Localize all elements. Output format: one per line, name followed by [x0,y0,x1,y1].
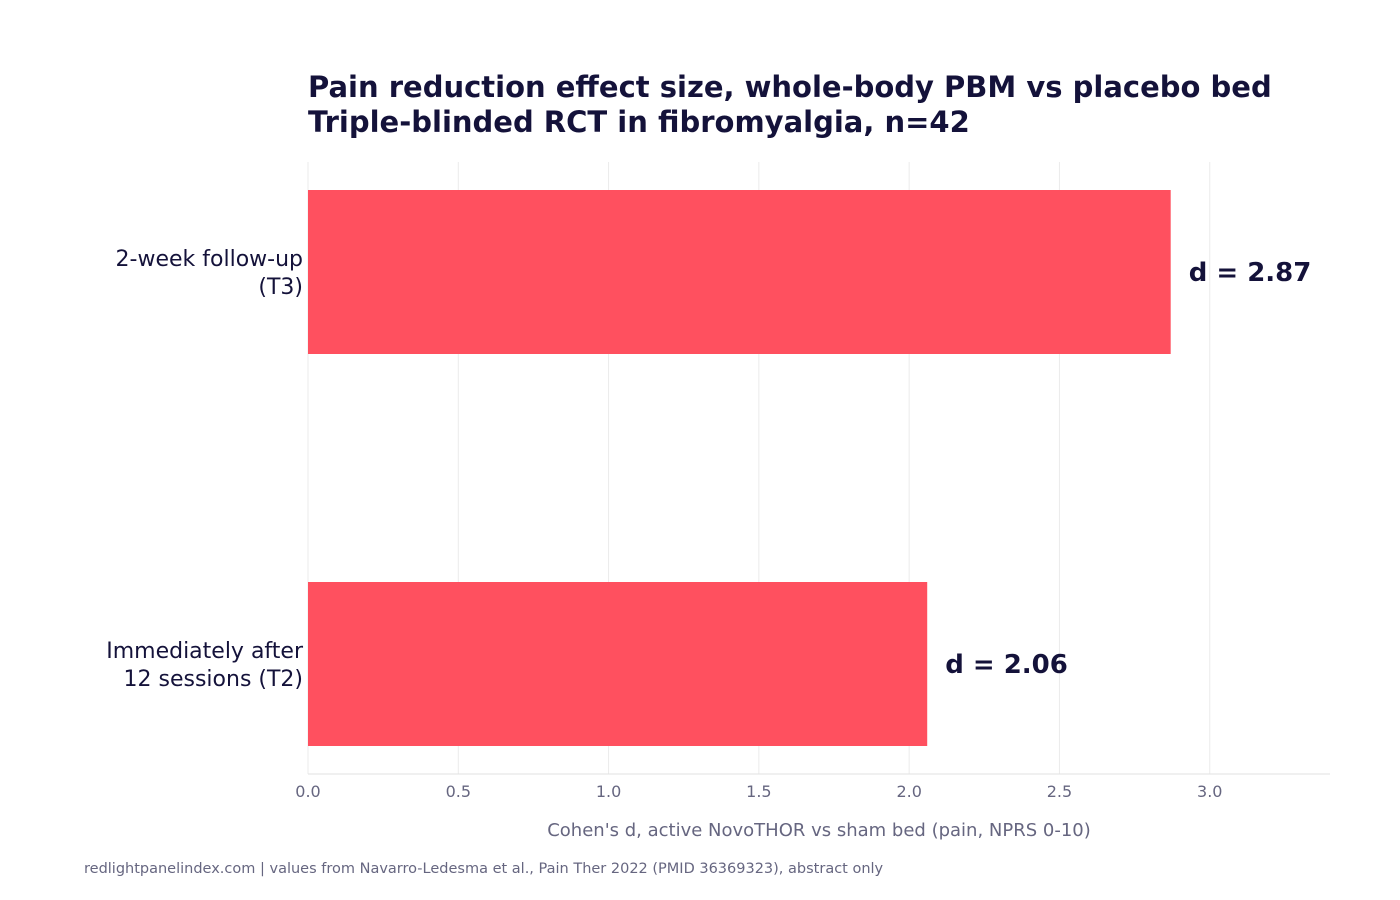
category-label-1-line-0: Immediately after [106,639,304,664]
bar-0 [308,190,1171,354]
category-label-1-line-1: 12 sessions (T2) [124,667,303,692]
bars [308,190,1171,746]
source-footnote: redlightpanelindex.com | values from Nav… [84,861,884,877]
data-label-0: d = 2.87 [1189,258,1312,288]
title-line-1: Pain reduction effect size, whole-body P… [308,70,1272,104]
title-line-2: Triple-blinded RCT in fibromyalgia, n=42 [308,105,970,139]
data-label-1: d = 2.06 [945,650,1068,680]
y-category-labels: 2-week follow-up (T3) Immediately after 12 … [106,247,304,692]
category-label-0-line-0: 2-week follow-up [116,247,303,272]
x-tick-label-0: 0.0 [295,782,320,801]
x-tick-label-5: 2.5 [1047,782,1072,801]
x-tick-label-4: 2.0 [896,782,921,801]
x-tick-label-3: 1.5 [746,782,771,801]
x-tick-label-1: 0.5 [446,782,471,801]
bar-1 [308,582,928,746]
x-axis-label: Cohen's d, active NovoTHOR vs sham bed (… [547,820,1091,841]
x-tick-label-6: 3.0 [1197,782,1222,801]
data-labels: d = 2.87 d = 2.06 [945,258,1311,680]
category-label-0-line-1: (T3) [258,275,303,300]
x-tick-labels: 0.0 0.5 1.0 1.5 2.0 2.5 3.0 [295,782,1222,801]
x-tick-label-2: 1.0 [596,782,621,801]
chart-title: Pain reduction effect size, whole-body P… [308,70,1272,139]
